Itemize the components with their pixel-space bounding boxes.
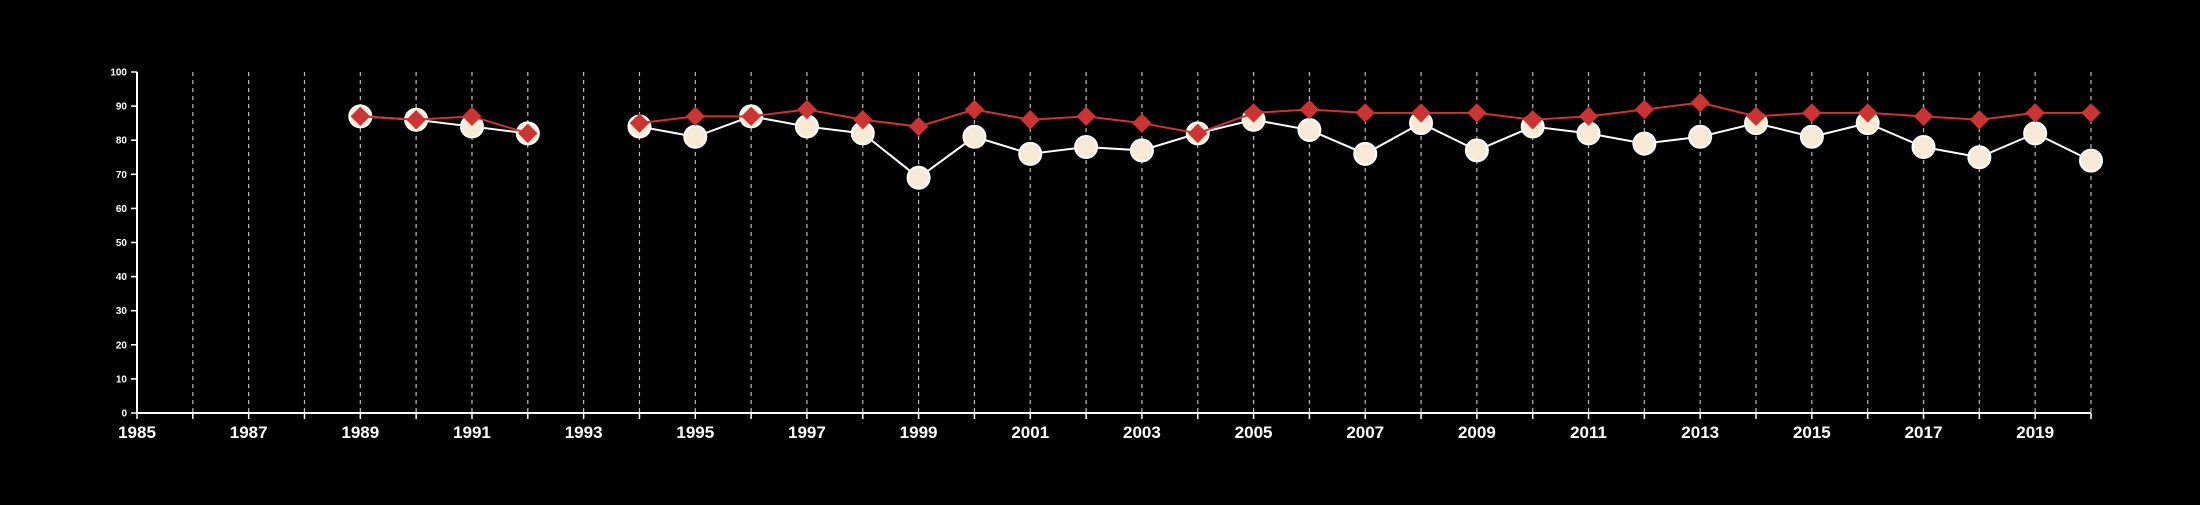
y-tick-label-10: 10 xyxy=(116,374,128,385)
x-tick-label-2017: 2017 xyxy=(1905,423,1943,442)
axis-layer: 0 10 20 30 40 50 60 70 80 90 100 1985 1987 1989 1991 19… xyxy=(110,68,2092,442)
series-layer xyxy=(348,92,2103,190)
x-tick-label-1989: 1989 xyxy=(341,423,379,442)
data-point-diamond-2007 xyxy=(1355,103,1375,123)
data-point-circle-2009 xyxy=(1464,138,1489,163)
x-tick-label-2005: 2005 xyxy=(1235,423,1273,442)
data-point-diamond-2012 xyxy=(1634,99,1655,120)
x-tick-label-1993: 1993 xyxy=(565,423,603,442)
data-point-diamond-2005 xyxy=(1243,103,1264,123)
y-tick-label-90: 90 xyxy=(116,102,128,113)
data-point-diamond-1996 xyxy=(741,106,761,127)
y-tick-label-20: 20 xyxy=(116,340,128,351)
data-point-diamond-1998 xyxy=(853,110,873,130)
x-tick-label-2011: 2011 xyxy=(1570,423,1607,442)
data-point-circle-2019 xyxy=(2023,121,2048,146)
data-point-diamond-2014 xyxy=(1746,106,1766,127)
data-point-circle-2020 xyxy=(2079,148,2103,173)
data-point-diamond-1995 xyxy=(685,106,705,127)
y-tick-label-60: 60 xyxy=(116,204,128,215)
data-point-circle-2001 xyxy=(1018,141,1043,166)
y-tick-label-40: 40 xyxy=(116,272,128,283)
data-point-diamond-2003 xyxy=(1132,113,1152,133)
data-point-diamond-1990 xyxy=(406,110,426,130)
data-point-diamond-2016 xyxy=(1857,103,1878,123)
data-point-circle-2018 xyxy=(1967,145,1992,170)
x-tick-label-2019: 2019 xyxy=(2016,423,2054,442)
data-point-circle-2013 xyxy=(1688,124,1713,149)
x-tick-label-2009: 2009 xyxy=(1458,423,1496,442)
x-tick-label-2003: 2003 xyxy=(1123,423,1161,442)
data-point-diamond-1994 xyxy=(629,113,650,133)
x-tick-label-1985: 1985 xyxy=(118,423,156,442)
data-point-circle-2000 xyxy=(962,124,987,149)
data-point-diamond-2011 xyxy=(1578,106,1599,127)
data-point-diamond-2015 xyxy=(1802,103,1822,123)
data-point-diamond-2018 xyxy=(1969,110,1990,130)
data-point-circle-2017 xyxy=(1911,135,1936,160)
y-tick-label-80: 80 xyxy=(116,136,128,147)
x-tick-label-1997: 1997 xyxy=(788,423,826,442)
data-point-circle-2012 xyxy=(1632,131,1657,156)
data-point-circle-2006 xyxy=(1297,117,1322,142)
data-point-diamond-2008 xyxy=(1411,103,1431,123)
y-tick-label-100: 100 xyxy=(110,68,127,79)
y-tick-label-50: 50 xyxy=(116,238,128,249)
data-point-diamond-2019 xyxy=(2025,103,2045,123)
data-point-diamond-2004 xyxy=(1188,123,1208,144)
data-point-diamond-2020 xyxy=(2081,103,2101,123)
y-tick-label-0: 0 xyxy=(121,409,127,420)
x-tick-label-2013: 2013 xyxy=(1681,423,1719,442)
data-point-circle-2003 xyxy=(1129,138,1154,163)
series-line-diamond-0 xyxy=(360,115,529,135)
series-circle xyxy=(348,104,2103,190)
y-tick-label-70: 70 xyxy=(116,170,128,181)
data-point-circle-1999 xyxy=(906,165,931,190)
data-point-circle-2015 xyxy=(1799,124,1824,149)
data-point-diamond-1997 xyxy=(797,99,817,120)
data-point-circle-1995 xyxy=(683,124,708,149)
x-tick-label-2001: 2001 xyxy=(1011,423,1049,442)
data-point-diamond-2013 xyxy=(1690,92,1710,113)
data-point-diamond-1999 xyxy=(908,116,929,137)
data-point-diamond-2001 xyxy=(1020,110,1040,130)
x-tick-label-1991: 1991 xyxy=(453,423,491,442)
x-tick-label-1999: 1999 xyxy=(900,423,938,442)
data-point-diamond-2009 xyxy=(1467,103,1487,123)
x-tick-label-2007: 2007 xyxy=(1346,423,1384,442)
data-point-diamond-1991 xyxy=(462,106,482,127)
x-tick-label-2015: 2015 xyxy=(1793,423,1831,442)
data-point-diamond-2000 xyxy=(964,99,985,120)
x-tick-label-1987: 1987 xyxy=(230,423,268,442)
data-point-circle-2002 xyxy=(1074,135,1099,160)
y-tick-label-30: 30 xyxy=(116,306,128,317)
data-point-circle-2007 xyxy=(1353,141,1378,166)
data-point-diamond-2017 xyxy=(1913,106,1934,127)
x-tick-label-1995: 1995 xyxy=(676,423,714,442)
data-point-diamond-1992 xyxy=(518,123,538,144)
data-point-diamond-2010 xyxy=(1523,110,1543,130)
data-point-diamond-2002 xyxy=(1076,106,1096,127)
data-point-diamond-1989 xyxy=(350,106,371,127)
series-diamond xyxy=(350,92,2101,144)
data-point-diamond-2006 xyxy=(1299,99,1320,120)
